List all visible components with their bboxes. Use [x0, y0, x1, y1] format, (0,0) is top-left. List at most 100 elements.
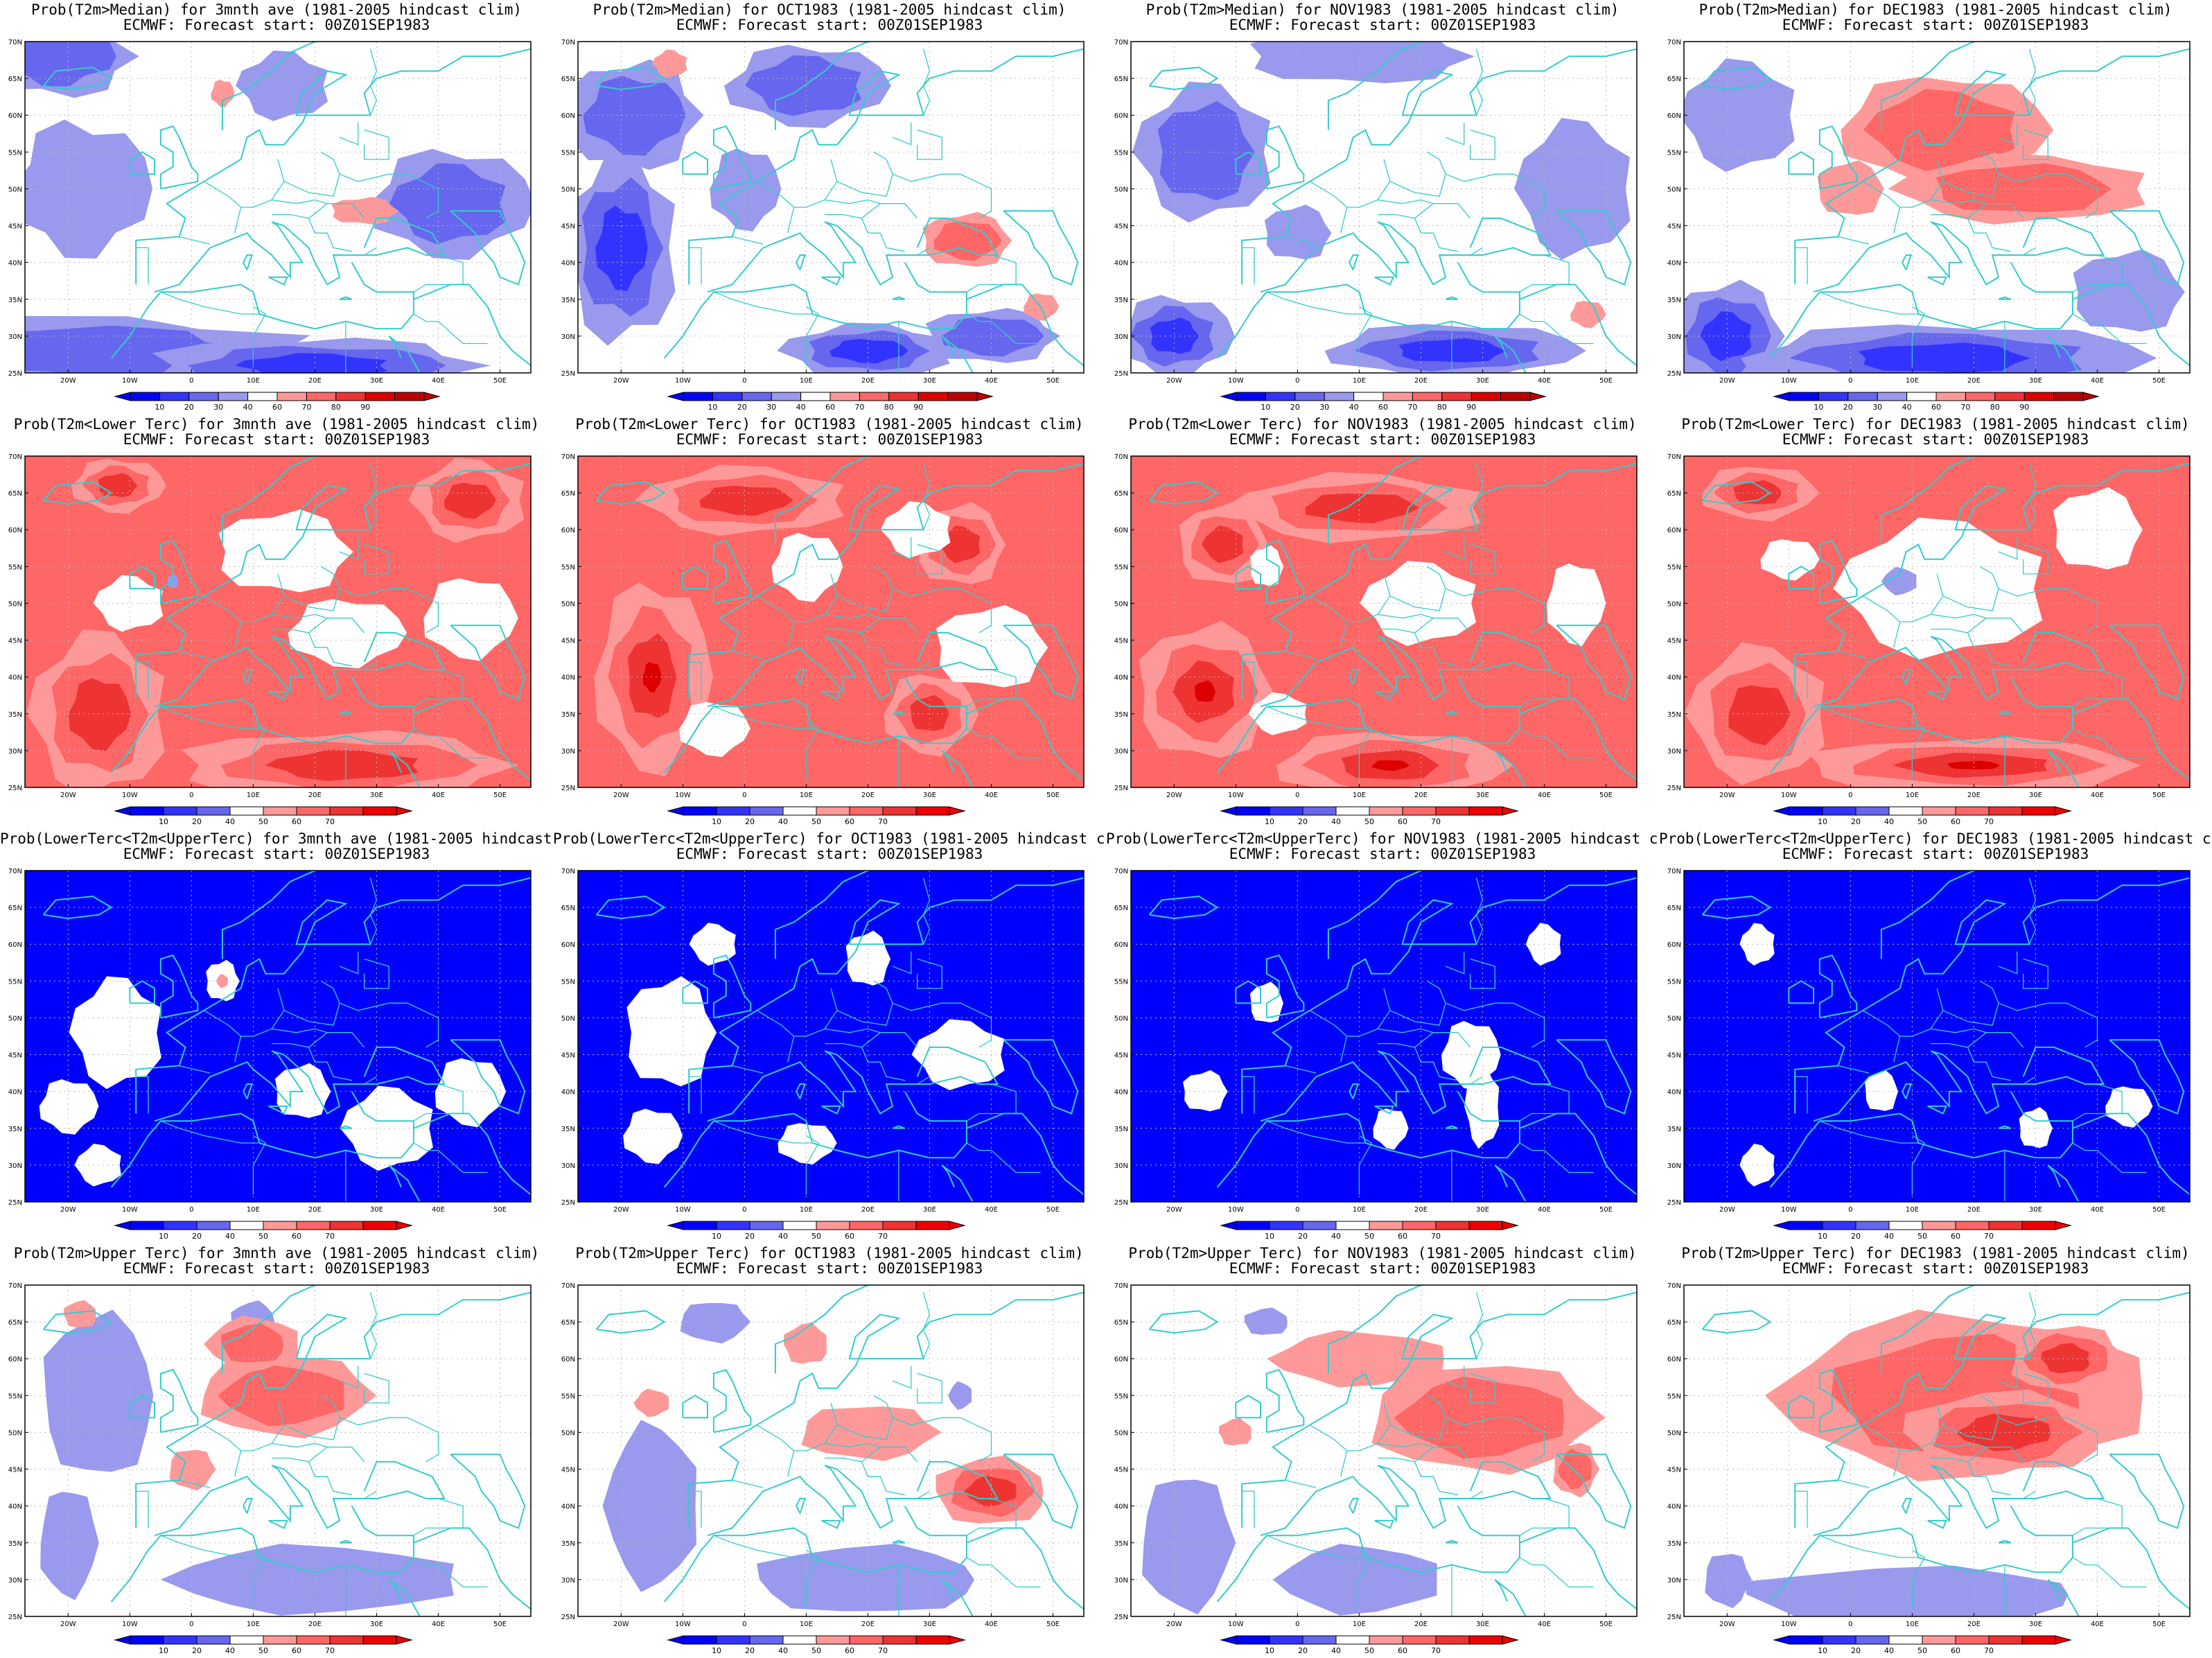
map-title: Prob(T2m<Lower Terc) for OCT1983 (1981-2…: [575, 416, 1084, 433]
country-border: [1445, 588, 1545, 604]
colorbar-label: 10: [1261, 403, 1270, 412]
longitude-label: 10E: [247, 1621, 260, 1628]
map-frame: [24, 1284, 532, 1617]
latitude-label: 55N: [8, 978, 22, 986]
coastline: [388, 1164, 421, 1202]
latitude-label: 25N: [1114, 370, 1128, 378]
field-region: [689, 923, 736, 966]
latitude-label: 30N: [8, 333, 22, 341]
colorbar-swatch: [394, 392, 425, 401]
coastline: [1794, 48, 2190, 285]
forecast-start-label: ECMWF: Forecast start: 00Z01SEP1983: [123, 1260, 430, 1277]
latitude-label: 65N: [1667, 1319, 1681, 1327]
coastline: [1260, 217, 1552, 293]
latitude-label: 30N: [1114, 1162, 1128, 1170]
longitude-label: 10W: [1781, 792, 1797, 799]
longitude-label: 30E: [2029, 377, 2042, 385]
map-panel: Prob(T2m<Lower Terc) for 3mnth ave (1981…: [0, 414, 553, 829]
colorbar-swatch: [263, 1635, 297, 1645]
forecast-start-label: ECMWF: Forecast start: 00Z01SEP1983: [123, 17, 430, 33]
country-border: [892, 588, 992, 604]
map-title: Prob(T2m>Upper Terc) for NOV1983 (1981-2…: [1128, 1245, 1637, 1262]
country-border: [825, 203, 918, 219]
country-border: [1378, 203, 1471, 219]
field-region: [40, 1492, 99, 1600]
colorbar-label: 40: [225, 817, 235, 826]
colorbar-label: 70: [1960, 403, 1970, 412]
field-region: [1728, 685, 1791, 746]
country-border: [1819, 291, 1919, 315]
colorbar-swatch: [771, 392, 802, 401]
longitude-label: 10E: [1906, 377, 1919, 385]
country-border: [413, 1142, 488, 1173]
colorbar-label: 10: [1814, 403, 1823, 412]
coastline: [2109, 1039, 2185, 1115]
colorbar-swatch: [849, 1635, 884, 1645]
country-border: [966, 1142, 1041, 1173]
latitude-label: 65N: [561, 905, 575, 912]
coastline: [1235, 980, 1261, 1004]
coastline: [795, 669, 806, 685]
coastline: [1348, 1083, 1359, 1099]
latitude-label: 45N: [1667, 223, 1681, 231]
coastline: [821, 276, 841, 286]
colorbar-label: 90: [360, 403, 370, 412]
coastline: [941, 335, 974, 373]
country-border: [1389, 1395, 1446, 1440]
longitude-label: 30E: [370, 1621, 383, 1628]
colorbar-swatch: [1922, 806, 1956, 816]
colorbar-swatch: [716, 1221, 750, 1230]
latitude-label: 70N: [1114, 453, 1128, 461]
colorbar-swatch: [1269, 1635, 1304, 1645]
probability-field: [1684, 1285, 2190, 1616]
colorbar-swatch: [1888, 1221, 1923, 1230]
latitude-label: 60N: [561, 941, 575, 949]
colorbar-swatch: [296, 1635, 331, 1645]
coastline: [1003, 210, 1079, 286]
colorbar-swatch: [816, 1635, 850, 1645]
map-frame: [1130, 41, 1638, 374]
map-frame: [1130, 455, 1638, 788]
colorbar-label: 40: [225, 1232, 235, 1241]
colorbar-arrow: [1773, 392, 1790, 401]
coastline: [712, 540, 752, 604]
colorbar-arrow: [114, 1221, 131, 1230]
colorbar-swatch: [1269, 1221, 1304, 1230]
colorbar-swatch: [1435, 806, 1470, 816]
latitude-label: 35N: [561, 1540, 575, 1548]
longitude-label: 50E: [1599, 1206, 1613, 1214]
country-border: [1531, 603, 1545, 634]
latitude-label: 65N: [561, 490, 575, 498]
colorbar-swatch: [1412, 392, 1443, 401]
map-panel: Prob(T2m>Median) for 3mnth ave (1981-200…: [0, 0, 553, 414]
colorbar-swatch: [749, 1221, 784, 1230]
coastline: [1769, 1091, 2073, 1188]
country-border: [1998, 122, 2018, 146]
colorbar-swatch: [1236, 1635, 1270, 1645]
country-border: [1378, 1032, 1471, 1048]
colorbar-swatch: [1335, 1635, 1370, 1645]
coastline: [339, 1125, 353, 1129]
colorbar-label: 80: [1437, 403, 1447, 412]
colorbar-swatch: [1236, 392, 1266, 401]
probability-field: [578, 871, 1084, 1202]
colorbar-swatch: [1877, 392, 1908, 401]
latitude-label: 45N: [8, 223, 22, 231]
latitude-label: 30N: [8, 1162, 22, 1170]
colorbar-swatch: [749, 1635, 784, 1645]
longitude-label: 20E: [1967, 377, 1981, 385]
latitude-label: 35N: [1667, 1540, 1681, 1548]
latitude-label: 55N: [1114, 149, 1128, 157]
colorbar-swatch: [2053, 392, 2084, 401]
country-border: [179, 650, 211, 659]
country-border: [1457, 247, 1483, 256]
country-border: [2072, 254, 2123, 293]
field-region: [43, 1309, 154, 1472]
field-region: [1570, 300, 1606, 329]
country-border: [1795, 1076, 1808, 1114]
country-border: [1475, 463, 1484, 530]
longitude-label: 30E: [370, 1206, 383, 1214]
country-border: [1475, 878, 1484, 945]
field-region: [1157, 101, 1255, 201]
latitude-label: 35N: [1114, 297, 1128, 304]
